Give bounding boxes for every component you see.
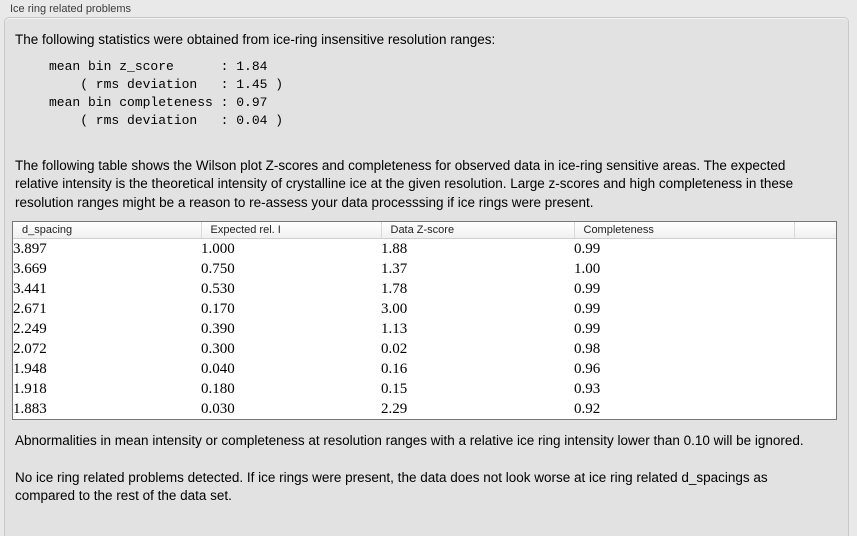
table-cell: 0.99 bbox=[574, 300, 601, 317]
table-cell: 0.530 bbox=[201, 280, 235, 297]
table-cell: 0.96 bbox=[574, 360, 601, 377]
table-cell-spacer bbox=[794, 319, 836, 339]
column-header-completeness[interactable]: Completeness bbox=[573, 222, 794, 239]
table-cell: 0.93 bbox=[574, 380, 601, 397]
table-cell: 0.390 bbox=[201, 320, 235, 337]
table-row[interactable]: 2.249 0.390 1.13 0.99 bbox=[13, 319, 836, 339]
table-cell-spacer bbox=[794, 279, 836, 299]
table-cell: 2.29 bbox=[381, 400, 408, 417]
table-cell: 0.15 bbox=[381, 380, 408, 397]
table-body: 3.897 1.000 1.88 0.99 3.669 0.750 1.37 1.00 3.44… bbox=[13, 239, 836, 420]
table-cell: 1.37 bbox=[381, 260, 408, 277]
table-cell: 2.671 bbox=[13, 300, 47, 317]
table-cell: 0.750 bbox=[201, 260, 235, 277]
table-cell: 0.170 bbox=[201, 300, 235, 317]
table-cell: 0.99 bbox=[574, 280, 601, 297]
column-header-d-spacing[interactable]: d_spacing bbox=[13, 222, 201, 239]
table-cell-spacer bbox=[794, 379, 836, 399]
table-cell-spacer bbox=[794, 239, 836, 260]
table-cell: 1.948 bbox=[13, 360, 47, 377]
table-cell: 1.918 bbox=[13, 380, 47, 397]
table-cell: 0.300 bbox=[201, 340, 235, 357]
ice-ring-table: d_spacing Expected rel. I Data Z-score C… bbox=[12, 221, 837, 420]
table-cell: 0.99 bbox=[574, 320, 601, 337]
table-cell: 1.000 bbox=[201, 240, 235, 257]
table-row[interactable]: 1.883 0.030 2.29 0.92 bbox=[13, 399, 836, 419]
table-cell: 0.02 bbox=[381, 340, 408, 357]
panel-title: Ice ring related problems bbox=[10, 3, 132, 15]
table-cell: 0.030 bbox=[201, 400, 235, 417]
table-cell: 3.897 bbox=[13, 240, 47, 257]
table-row[interactable]: 2.671 0.170 3.00 0.99 bbox=[13, 299, 836, 319]
table-cell-spacer bbox=[794, 359, 836, 379]
column-header-expected-rel-i[interactable]: Expected rel. I bbox=[200, 222, 381, 239]
table-row[interactable]: 1.918 0.180 0.15 0.93 bbox=[13, 379, 836, 399]
table-cell-spacer bbox=[794, 299, 836, 319]
table-cell: 1.13 bbox=[381, 320, 408, 337]
footnote-text: Abnormalities in mean intensity or compl… bbox=[15, 433, 804, 448]
description-text: The following table shows the Wilson plo… bbox=[15, 157, 794, 210]
table-cell: 0.92 bbox=[574, 400, 601, 417]
table-cell: 1.883 bbox=[13, 400, 47, 417]
table-cell: 1.88 bbox=[381, 240, 408, 257]
conclusion-text: No ice ring related problems detected. I… bbox=[15, 469, 768, 504]
table-cell: 1.78 bbox=[381, 280, 408, 297]
intro-text: The following statistics were obtained f… bbox=[15, 32, 496, 47]
table-header-row: d_spacing Expected rel. I Data Z-score C… bbox=[13, 222, 836, 239]
table-cell: 1.00 bbox=[574, 260, 601, 277]
stats-block: mean bin z_score : 1.84 ( rms deviation … bbox=[49, 58, 284, 128]
table-cell: 2.249 bbox=[13, 320, 47, 337]
table-cell: 0.16 bbox=[381, 360, 408, 377]
table-row[interactable]: 3.669 0.750 1.37 1.00 bbox=[13, 259, 836, 279]
table-cell: 0.98 bbox=[574, 340, 601, 357]
table-cell: 3.669 bbox=[13, 260, 47, 277]
table-cell-spacer bbox=[794, 259, 836, 279]
column-header-data-z-score[interactable]: Data Z-score bbox=[380, 222, 574, 239]
panel-box: The following statistics were obtained f… bbox=[4, 17, 849, 536]
table-cell: 0.180 bbox=[201, 380, 235, 397]
table-row[interactable]: 1.948 0.040 0.16 0.96 bbox=[13, 359, 836, 379]
table-cell: 2.072 bbox=[13, 340, 47, 357]
table-cell: 0.99 bbox=[574, 240, 601, 257]
table-row[interactable]: 3.441 0.530 1.78 0.99 bbox=[13, 279, 836, 299]
table-cell-spacer bbox=[794, 339, 836, 359]
table-cell: 0.040 bbox=[201, 360, 235, 377]
table-row[interactable]: 2.072 0.300 0.02 0.98 bbox=[13, 339, 836, 359]
table-cell: 3.441 bbox=[13, 280, 47, 297]
table-row[interactable]: 3.897 1.000 1.88 0.99 bbox=[13, 239, 836, 260]
table-cell-spacer bbox=[794, 399, 836, 419]
table-cell: 3.00 bbox=[381, 300, 408, 317]
column-header-spacer bbox=[793, 222, 836, 239]
